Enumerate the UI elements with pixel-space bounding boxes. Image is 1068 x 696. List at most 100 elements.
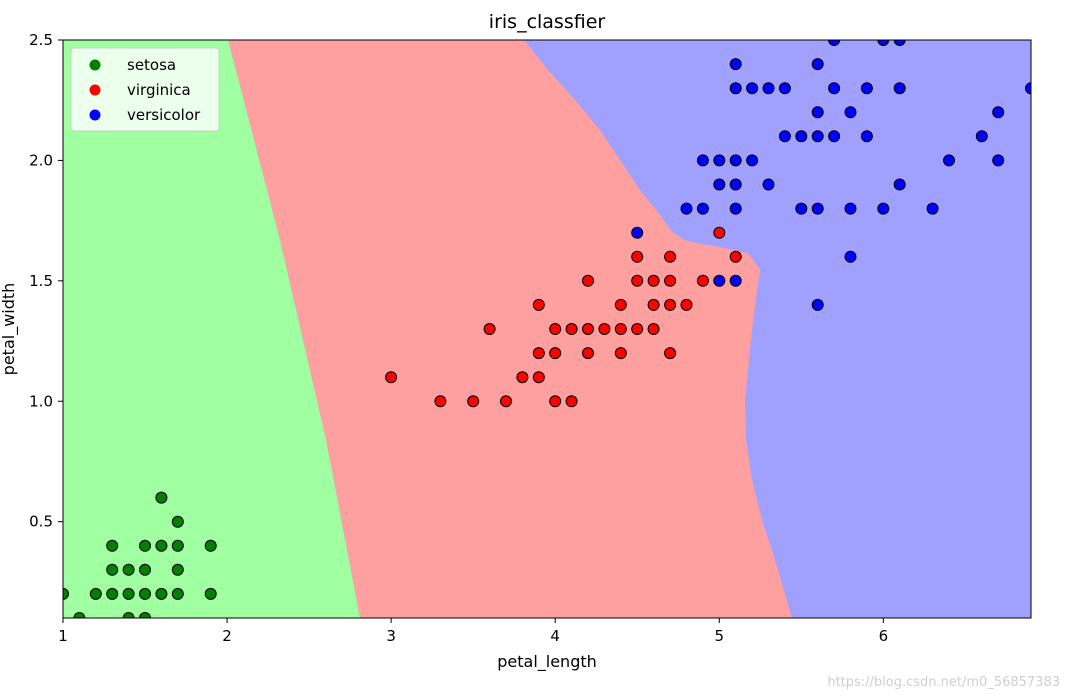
point-versicolor-7 (729, 274, 742, 287)
legend-label-setosa: setosa (127, 56, 176, 74)
point-setosa-13 (155, 587, 168, 600)
plot-frame (62, 39, 1032, 619)
x-tick-label-5: 6 (879, 627, 889, 645)
point-versicolor-0 (631, 226, 644, 239)
point-versicolor-16 (762, 82, 775, 95)
point-setosa-7 (122, 587, 135, 600)
point-virginica-30 (664, 250, 677, 263)
x-tick-label-0: 1 (58, 627, 68, 645)
x-tick-label-3: 4 (550, 627, 560, 645)
point-virginica-31 (680, 298, 693, 311)
point-virginica-12 (565, 395, 578, 408)
point-versicolor-41 (975, 130, 988, 143)
point-virginica-27 (664, 347, 677, 360)
point-setosa-5 (106, 539, 119, 552)
point-virginica-1 (434, 395, 447, 408)
point-versicolor-24 (811, 106, 824, 119)
legend: setosa virginica versicolor (70, 47, 220, 132)
point-versicolor-3 (696, 154, 709, 167)
legend-box (70, 47, 220, 132)
x-tick-label-1: 2 (222, 627, 232, 645)
point-virginica-4 (500, 395, 512, 408)
point-setosa-1 (73, 612, 86, 618)
point-virginica-15 (582, 323, 594, 335)
point-virginica-11 (549, 323, 562, 335)
x-tick-label-4: 5 (714, 627, 724, 645)
point-versicolor-27 (828, 82, 841, 95)
point-versicolor-33 (860, 82, 873, 95)
point-versicolor-13 (746, 154, 759, 167)
point-virginica-18 (614, 347, 627, 360)
point-versicolor-14 (746, 82, 759, 95)
point-virginica-33 (713, 226, 726, 239)
point-setosa-16 (171, 587, 184, 600)
legend-label-versicolor: versicolor (127, 106, 201, 124)
point-versicolor-31 (844, 106, 857, 119)
point-versicolor-2 (696, 202, 709, 215)
point-virginica-3 (483, 323, 496, 335)
point-versicolor-1 (680, 202, 693, 215)
point-virginica-16 (582, 274, 594, 287)
y-tick-label-4: 2.5 (29, 31, 53, 49)
point-versicolor-44 (1025, 82, 1031, 95)
watermark: https://blog.csdn.net/m0_56857383 (827, 675, 1060, 690)
point-virginica-0 (385, 371, 398, 384)
point-versicolor-25 (811, 58, 824, 71)
point-versicolor-5 (713, 178, 726, 191)
point-setosa-17 (171, 563, 184, 576)
point-setosa-11 (139, 563, 151, 576)
point-virginica-21 (631, 323, 644, 335)
x-tick-label-2: 3 (386, 627, 396, 645)
point-setosa-9 (139, 612, 151, 618)
point-setosa-18 (171, 539, 184, 552)
point-virginica-24 (647, 323, 660, 335)
point-setosa-20 (204, 587, 217, 600)
point-versicolor-10 (729, 154, 742, 167)
point-virginica-8 (532, 298, 545, 311)
point-versicolor-8 (729, 202, 742, 215)
point-versicolor-30 (844, 202, 857, 215)
point-virginica-22 (631, 274, 644, 287)
point-virginica-19 (614, 323, 627, 335)
point-versicolor-9 (729, 178, 742, 191)
point-virginica-17 (598, 323, 611, 335)
region-setosa (63, 40, 360, 618)
point-versicolor-19 (795, 202, 808, 215)
point-versicolor-12 (729, 58, 742, 71)
point-setosa-8 (122, 563, 135, 576)
point-setosa-4 (106, 563, 119, 576)
point-versicolor-22 (811, 202, 824, 215)
x-axis: 1 2 3 4 5 6 (58, 618, 888, 645)
point-setosa-0 (63, 587, 69, 600)
point-versicolor-21 (811, 298, 824, 311)
point-versicolor-39 (926, 202, 939, 215)
point-versicolor-23 (811, 130, 824, 143)
point-setosa-15 (155, 491, 168, 504)
point-virginica-6 (532, 371, 545, 384)
point-setosa-19 (171, 515, 184, 528)
chart-title: iris_classfier (489, 11, 606, 33)
point-versicolor-4 (713, 274, 726, 287)
legend-marker-virginica (89, 84, 101, 96)
legend-marker-versicolor (89, 109, 101, 121)
point-virginica-25 (647, 298, 660, 311)
point-virginica-10 (549, 347, 562, 360)
point-setosa-2 (89, 587, 102, 600)
point-versicolor-20 (795, 130, 808, 143)
point-versicolor-6 (713, 154, 726, 167)
point-setosa-10 (139, 587, 151, 600)
point-versicolor-26 (828, 130, 841, 143)
point-versicolor-29 (844, 250, 857, 263)
point-versicolor-11 (729, 82, 742, 95)
y-tick-label-3: 2.0 (29, 151, 53, 169)
point-virginica-2 (467, 395, 480, 408)
point-versicolor-34 (877, 202, 890, 215)
point-virginica-28 (664, 298, 677, 311)
point-versicolor-37 (893, 82, 906, 95)
point-versicolor-36 (893, 178, 906, 191)
legend-marker-setosa (89, 59, 101, 71)
y-tick-label-1: 1.0 (29, 392, 53, 410)
point-versicolor-43 (992, 106, 1005, 119)
point-versicolor-28 (828, 40, 841, 46)
point-setosa-6 (122, 612, 135, 618)
